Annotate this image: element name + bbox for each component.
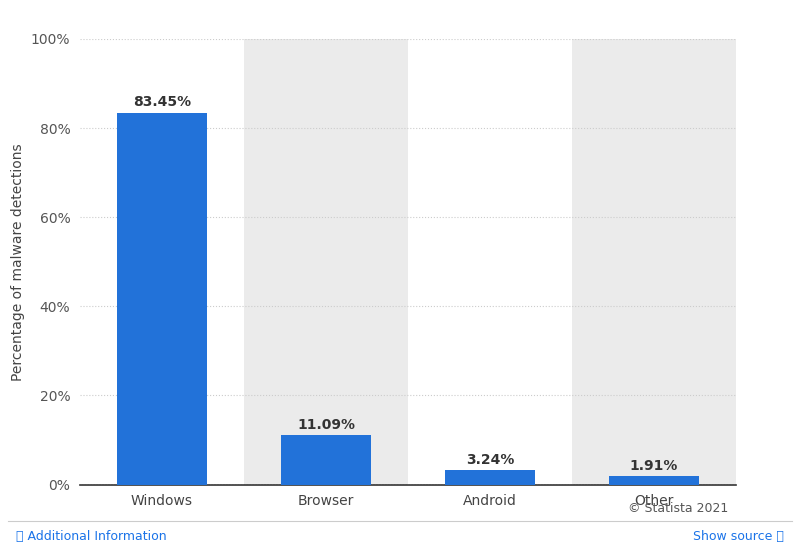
Bar <box>572 39 736 485</box>
Bar <box>445 470 535 485</box>
Bar <box>281 435 371 485</box>
Text: 83.45%: 83.45% <box>133 95 191 109</box>
Text: 3.24%: 3.24% <box>466 453 514 467</box>
Bar <box>117 113 207 485</box>
Text: 11.09%: 11.09% <box>297 418 355 432</box>
Bar <box>609 476 699 485</box>
Bar <box>244 39 408 485</box>
Text: 1.91%: 1.91% <box>630 458 678 472</box>
Bar <box>80 39 244 485</box>
Y-axis label: Percentage of malware detections: Percentage of malware detections <box>11 143 26 380</box>
Text: © Statista 2021: © Statista 2021 <box>628 502 728 515</box>
Text: Show source ⓘ: Show source ⓘ <box>693 530 784 543</box>
Bar <box>408 39 572 485</box>
Text: ⓘ Additional Information: ⓘ Additional Information <box>16 530 166 543</box>
